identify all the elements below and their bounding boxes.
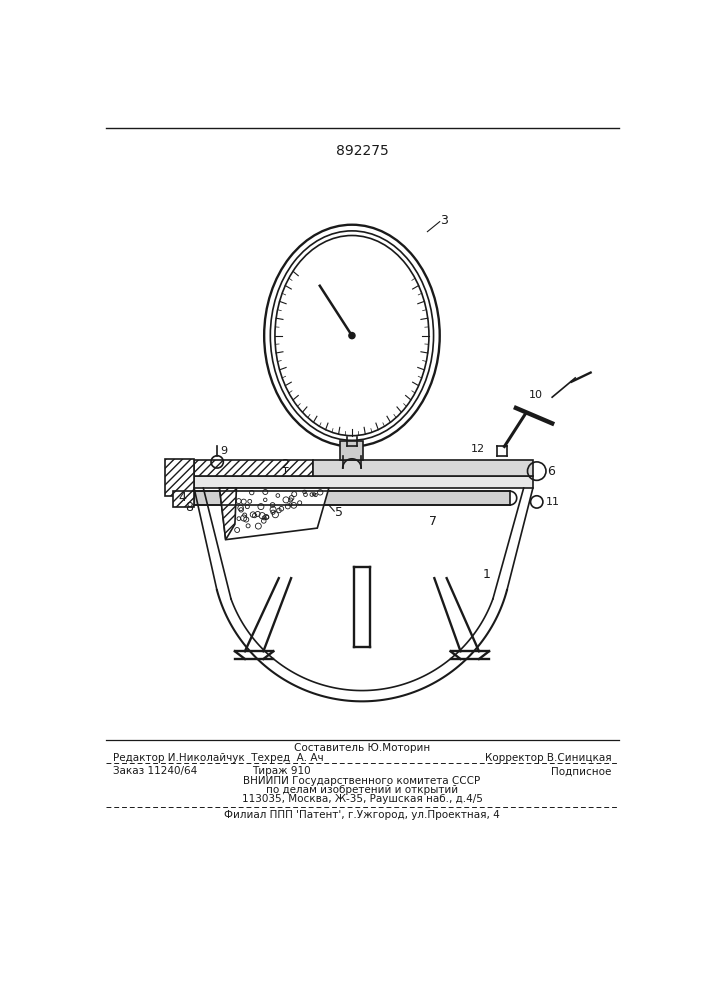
Text: 3: 3 bbox=[440, 214, 448, 227]
Text: по делам изобретений и открытий: по делам изобретений и открытий bbox=[266, 785, 458, 795]
Bar bbox=[340, 441, 363, 460]
Text: Составитель Ю.Моторин: Составитель Ю.Моторин bbox=[294, 743, 430, 753]
Bar bbox=[194, 460, 313, 476]
Bar bbox=[165, 459, 194, 496]
Text: 892275: 892275 bbox=[336, 144, 388, 158]
Text: 113035, Москва, Ж-35, Раушская наб., д.4/5: 113035, Москва, Ж-35, Раушская наб., д.4… bbox=[242, 794, 482, 804]
Bar bbox=[313, 460, 533, 476]
Text: Тираж 910: Тираж 910 bbox=[252, 766, 310, 776]
Text: 5: 5 bbox=[335, 506, 343, 519]
Text: 10: 10 bbox=[529, 390, 543, 400]
Text: ВНИИПИ Государственного комитета СССР: ВНИИПИ Государственного комитета СССР bbox=[243, 776, 481, 786]
Bar bbox=[173, 491, 194, 507]
Text: 8: 8 bbox=[185, 501, 193, 514]
Text: 11: 11 bbox=[546, 497, 560, 507]
Text: Корректор В.Синицкая: Корректор В.Синицкая bbox=[485, 753, 612, 763]
Text: 9: 9 bbox=[221, 446, 228, 456]
Text: Редактор И.Николайчук  Техред  А. Ач: Редактор И.Николайчук Техред А. Ач bbox=[113, 753, 324, 763]
Text: 12: 12 bbox=[471, 444, 485, 454]
Text: Подписное: Подписное bbox=[551, 766, 612, 776]
Bar bbox=[194, 476, 533, 488]
Polygon shape bbox=[219, 488, 329, 540]
Text: 7: 7 bbox=[428, 515, 437, 528]
Polygon shape bbox=[219, 488, 236, 540]
Text: 6: 6 bbox=[547, 465, 556, 478]
Bar bbox=[194, 491, 510, 505]
Circle shape bbox=[349, 333, 355, 339]
Ellipse shape bbox=[275, 235, 429, 436]
Text: Филиал ППП 'Патент', г.Ужгород, ул.Проектная, 4: Филиал ППП 'Патент', г.Ужгород, ул.Проек… bbox=[224, 810, 500, 820]
Text: 1: 1 bbox=[483, 568, 491, 581]
Text: 2: 2 bbox=[281, 458, 289, 471]
Text: Заказ 11240/64: Заказ 11240/64 bbox=[113, 766, 197, 776]
Text: 4: 4 bbox=[179, 491, 187, 504]
